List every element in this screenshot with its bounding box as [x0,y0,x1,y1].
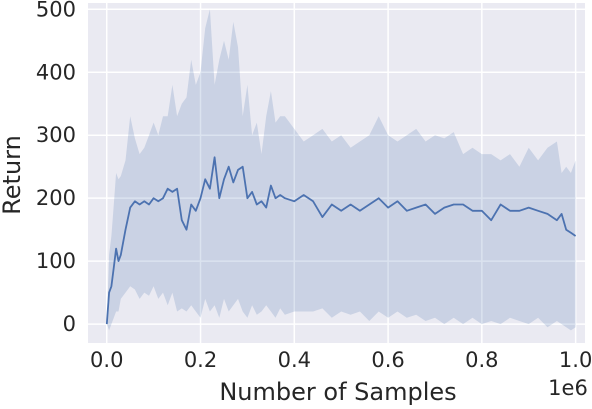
x-tick-label: 0.2 [184,348,217,372]
x-tick-labels: 0.0 0.2 0.4 0.6 0.8 1.0 [90,348,592,372]
x-tick-label: 0.4 [278,348,311,372]
y-tick-labels: 0 100 200 300 400 500 [36,0,76,336]
x-axis-label: Number of Samples [219,378,456,406]
y-tick-label: 0 [63,312,76,336]
series-line [105,156,577,325]
y-tick-label: 300 [36,123,76,147]
x-offset-label: 1e6 [548,376,588,400]
plot-background [88,3,585,343]
grid [88,3,585,343]
y-tick-label: 200 [36,186,76,210]
y-tick-label: 500 [36,0,76,21]
y-tick-label: 100 [36,249,76,273]
y-tick-label: 400 [36,60,76,84]
confidence-band [106,9,576,331]
x-tick-label: 0.6 [371,348,404,372]
x-tick-label: 0.8 [465,348,498,372]
y-axis-label: Return [0,135,26,215]
x-tick-label: 0.0 [90,348,123,372]
x-tick-label: 1.0 [559,348,592,372]
